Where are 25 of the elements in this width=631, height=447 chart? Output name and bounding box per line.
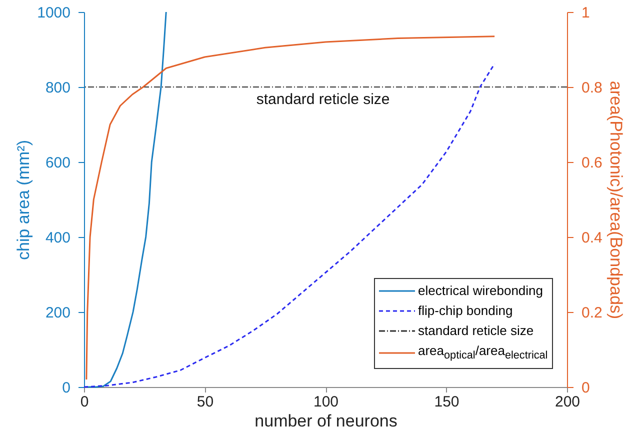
x-tick-label: 0: [80, 394, 89, 410]
x-tick-label: 150: [434, 394, 460, 410]
x-tick-label: 50: [196, 394, 214, 410]
y-tick-label: 1000: [37, 4, 70, 22]
y2-tick-label: 0.8: [582, 80, 602, 96]
y-tick-label: 800: [45, 80, 70, 96]
y2-tick-label: 0: [582, 380, 590, 396]
y-tick-label: 600: [45, 154, 70, 172]
y2-axis-title: area(Photonic)/area(Bondpads): [606, 80, 626, 320]
y2-tick-label: 0.4: [582, 230, 602, 246]
y2-tick-label: 0.6: [582, 154, 602, 172]
ref-line-label: standard reticle size: [256, 91, 390, 108]
x-tick-label: 200: [554, 394, 580, 410]
legend-label: electrical wirebonding: [418, 282, 544, 300]
y2-tick-label: 0.2: [582, 304, 602, 322]
text: standard reticle size: [418, 323, 534, 338]
y-tick-label: 400: [45, 230, 70, 246]
y-tick-label: 200: [45, 304, 70, 322]
x-tick-label: 100: [313, 394, 339, 410]
legend-label: flip-chip bonding: [418, 302, 513, 320]
y2-tick-label: 1: [582, 4, 590, 22]
legend-label: area$_{optical}$/area$_{electrical}$: [418, 342, 548, 364]
x-axis-title: number of neurons: [254, 412, 398, 430]
y-axis-title: chip area (mm²): [14, 140, 34, 260]
y-tick-label: 0: [62, 380, 70, 396]
